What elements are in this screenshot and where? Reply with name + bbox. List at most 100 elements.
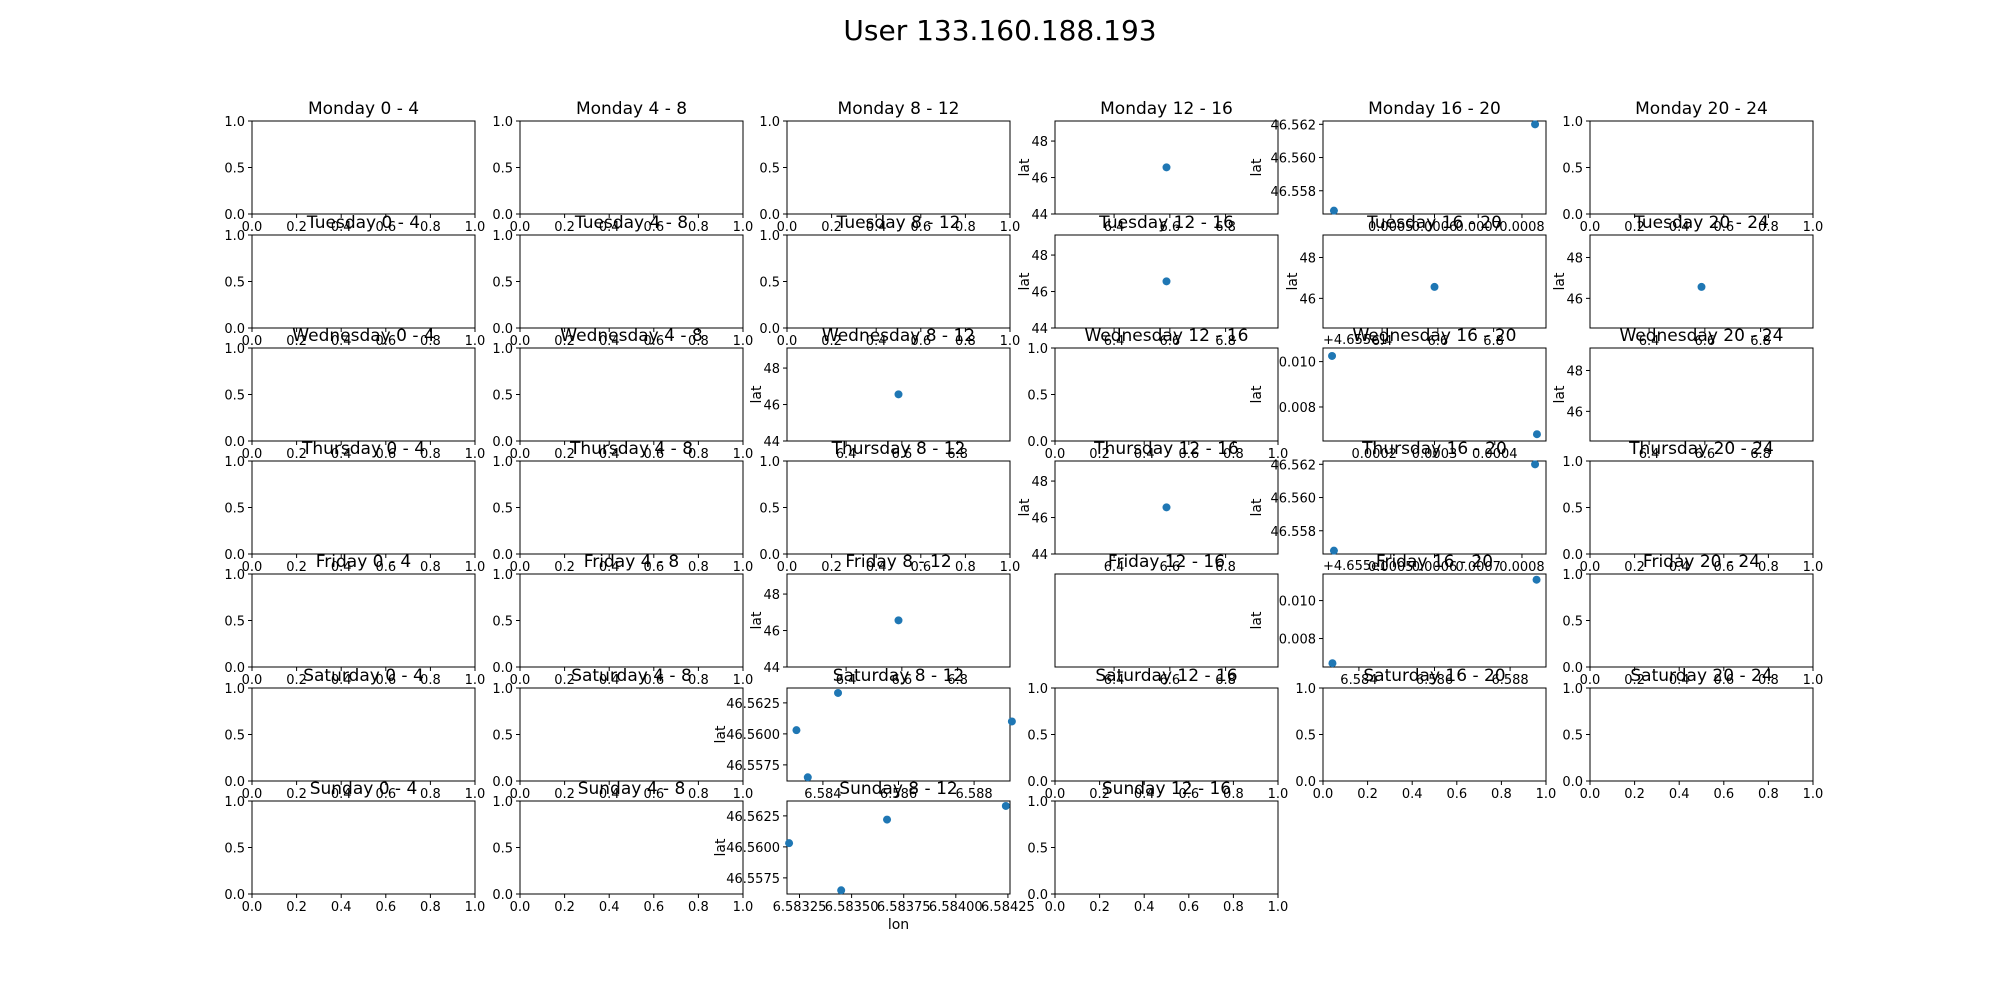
subplot-title: Thursday 12 - 16 [1093, 439, 1239, 459]
axes-frame [519, 687, 744, 782]
x-tick-label: 0.8 [688, 900, 709, 915]
data-point [803, 773, 812, 782]
x-tick-label: 0.4 [866, 220, 887, 235]
x-tick-label: 0.2 [1624, 220, 1645, 235]
x-tick-label: 0.4 [599, 334, 620, 349]
subplot: 0.0 0.2 0.4 0.6 0.8 1.0 0.0 0.5 1.0 Monday 20 - 2… [1562, 99, 1823, 235]
axes-frame [519, 800, 744, 895]
y-tick-label: 1.0 [492, 115, 513, 130]
x-tick-label: 6.584 [804, 787, 841, 802]
x-tick-label: 0.2 [286, 220, 307, 235]
y-tick-label: 48 [1566, 364, 1583, 379]
y-tick-label: 0.5 [224, 615, 245, 630]
x-tick-label: 0.6 [1713, 673, 1734, 688]
y-axis-label: lat [1249, 385, 1265, 403]
x-tick-label: 6.6 [1160, 334, 1181, 349]
y-tick-label: 44 [763, 661, 780, 676]
x-tick-label: 0.6 [910, 220, 931, 235]
y-tick-label: 0.0 [1562, 775, 1583, 790]
x-tick-label: 0.6 [1713, 787, 1734, 802]
x-tick-label: 0.0 [242, 787, 263, 802]
x-tick-label: 0.0008 [1499, 560, 1545, 575]
x-tick-label: 0.2 [1357, 787, 1378, 802]
subplot-title: Monday 8 - 12 [838, 99, 960, 119]
x-tick-label: 6.8 [947, 447, 968, 462]
data-point [837, 886, 846, 895]
y-tick-label: 44 [1031, 208, 1048, 223]
axes-frame [1054, 687, 1279, 782]
subplot-title: Wednesday 20 - 24 [1619, 326, 1783, 346]
axes-frame [1589, 573, 1814, 668]
subplot-title: Friday 12 - 16 [1108, 552, 1225, 572]
subplot-title: Thursday 0 - 4 [301, 439, 425, 459]
y-axis-label: lat [1017, 158, 1033, 176]
y-tick-label: 1.0 [224, 342, 245, 357]
y-tick-label: 1.0 [1027, 342, 1048, 357]
y-tick-label: 0.0 [759, 548, 780, 563]
x-tick-label: 0.6 [1446, 787, 1467, 802]
y-tick-label: 0.0 [492, 548, 513, 563]
subplot-title: Monday 16 - 20 [1368, 99, 1501, 119]
y-tick-label: 0.5 [224, 842, 245, 857]
x-tick-label: 1.0 [465, 900, 486, 915]
x-tick-label: 0.0 [510, 220, 531, 235]
x-tick-label: 0.2 [286, 900, 307, 915]
x-tick-label: 0.8 [688, 447, 709, 462]
y-tick-label: 1.0 [224, 795, 245, 810]
x-tick-label: 0.6 [910, 334, 931, 349]
subplot: 0.0 0.2 0.4 0.6 0.8 1.0 0.0 0.5 1.0 Saturday 16 -… [1295, 666, 1556, 802]
data-point [894, 616, 903, 625]
y-tick-label: 0.0 [492, 435, 513, 450]
axes-frame [519, 234, 744, 329]
y-tick-label: 1.0 [759, 229, 780, 244]
data-point [1162, 163, 1171, 172]
subplot-title: Friday 20 - 24 [1643, 552, 1760, 572]
x-tick-label: 0.0002 [1351, 447, 1397, 462]
x-tick-label: 0.8 [1223, 787, 1244, 802]
x-tick-label: 0.0 [1580, 220, 1601, 235]
y-tick-label: 0.5 [1562, 162, 1583, 177]
y-tick-label: 0.0 [492, 322, 513, 337]
y-tick-label: 46 [763, 399, 780, 414]
subplot-title: Tuesday 20 - 24 [1633, 213, 1769, 233]
y-axis-label: lat [749, 611, 765, 629]
x-tick-label: 0.0 [1045, 900, 1066, 915]
y-tick-label: 0.0 [492, 888, 513, 903]
subplot-title: Wednesday 8 - 12 [822, 326, 975, 346]
x-tick-label: 0.2 [554, 673, 575, 688]
x-tick-label: 0.4 [1134, 900, 1155, 915]
subplot-title: Thursday 20 - 24 [1628, 439, 1774, 459]
x-tick-label: 0.2 [554, 334, 575, 349]
x-tick-label: 0.4 [599, 787, 620, 802]
y-tick-label: 1.0 [224, 682, 245, 697]
x-tick-label: 6.58425 [981, 900, 1035, 915]
axes-frame [1322, 460, 1547, 555]
x-tick-label: 0.4 [599, 900, 620, 915]
axes-frame [1589, 347, 1814, 442]
axes-frame [1054, 347, 1279, 442]
y-tick-label: 44 [763, 435, 780, 450]
y-axis-label: lat [1249, 611, 1265, 629]
subplot-title: Thursday 4 - 8 [569, 439, 693, 459]
axes-frame [786, 460, 1011, 555]
y-tick-label: 0.008 [1279, 401, 1316, 416]
axes-frame [786, 800, 1011, 895]
subplot-title: Friday 8 - 12 [845, 552, 951, 572]
x-tick-label: 0.2 [821, 334, 842, 349]
x-tick-label: 0.8 [1758, 220, 1779, 235]
axes-frame [1054, 800, 1279, 895]
y-tick-label: 0.0 [1562, 208, 1583, 223]
x-tick-label: 0.4 [866, 560, 887, 575]
data-point [1531, 460, 1540, 469]
subplot-title: Friday 0 - 4 [316, 552, 412, 572]
y-axis-label: lat [1249, 498, 1265, 516]
y-tick-label: 0.5 [492, 502, 513, 517]
y-tick-label: 0.0 [1027, 435, 1048, 450]
subplot-title: Sunday 4 - 8 [578, 779, 686, 799]
y-tick-label: 46 [1031, 286, 1048, 301]
y-tick-label: 0.5 [1295, 729, 1316, 744]
